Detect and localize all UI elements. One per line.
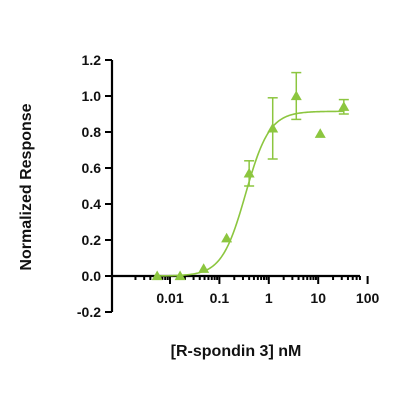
y-tick-label: 0.8	[82, 124, 102, 140]
data-point	[198, 263, 210, 273]
data-point	[174, 270, 186, 281]
x-tick-label: 100	[356, 290, 380, 306]
data-point	[243, 167, 255, 178]
data-points	[151, 90, 350, 281]
y-tick-label: 0.0	[82, 268, 102, 284]
error-bars	[244, 71, 349, 187]
x-tick-label: 10	[310, 290, 326, 306]
y-tick-label: 0.2	[82, 232, 102, 248]
y-tick-label: -0.2	[77, 304, 101, 320]
fit-curve	[157, 110, 344, 277]
x-axis-title: [R-spondin 3] nM	[171, 343, 302, 360]
x-tick-label: 1	[265, 290, 273, 306]
y-axis: -0.2 0.0 0.2 0.4 0.6 0.8 1.0 1.2	[77, 52, 114, 320]
data-point	[290, 90, 302, 101]
y-tick-label: 0.6	[82, 160, 102, 176]
data-point	[221, 232, 233, 243]
data-point	[338, 101, 350, 111]
y-tick-label: 1.2	[82, 52, 102, 68]
data-point	[267, 122, 279, 133]
x-tick-label: 0.1	[210, 290, 230, 306]
x-tick-label: 0.01	[156, 290, 183, 306]
y-axis-title: Normalized Response	[18, 103, 35, 270]
x-axis: 0.01 0.1 1 10 100	[113, 274, 380, 306]
y-tick-label: 0.4	[82, 196, 102, 212]
data-point	[314, 128, 326, 138]
data-point	[151, 270, 163, 281]
y-tick-label: 1.0	[82, 88, 102, 104]
